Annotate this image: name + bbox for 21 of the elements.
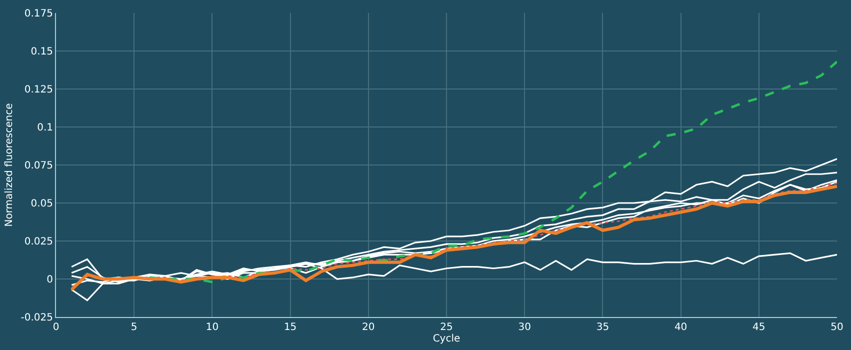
y-tick-label: -0.025: [20, 312, 53, 324]
y-tick-label: 0: [46, 274, 53, 286]
x-tick-label: 25: [440, 322, 453, 333]
x-tick-label: 30: [518, 322, 531, 333]
x-axis-title: Cycle: [432, 334, 460, 344]
y-tick-label: 0.1: [37, 122, 53, 134]
x-tick-label: 5: [130, 322, 138, 333]
x-tick-label: 15: [284, 322, 297, 333]
y-tick-label: 0.05: [30, 198, 53, 210]
y-tick-label: 0.025: [24, 236, 53, 248]
y-tick-label: 0.075: [24, 160, 53, 172]
y-tick-label: 0.15: [30, 46, 53, 58]
y-tick-label: 0.175: [24, 8, 53, 20]
x-tick-label: 40: [674, 322, 688, 333]
x-tick-label: 20: [362, 322, 375, 333]
x-tick-label: 10: [206, 322, 219, 333]
y-tick-label: 0.125: [24, 84, 53, 96]
x-tick-label: 50: [830, 322, 844, 333]
x-tick-label: 45: [752, 322, 766, 333]
x-tick-label: 35: [596, 322, 610, 333]
y-axis-title: Normalized fluorescence: [4, 103, 15, 227]
